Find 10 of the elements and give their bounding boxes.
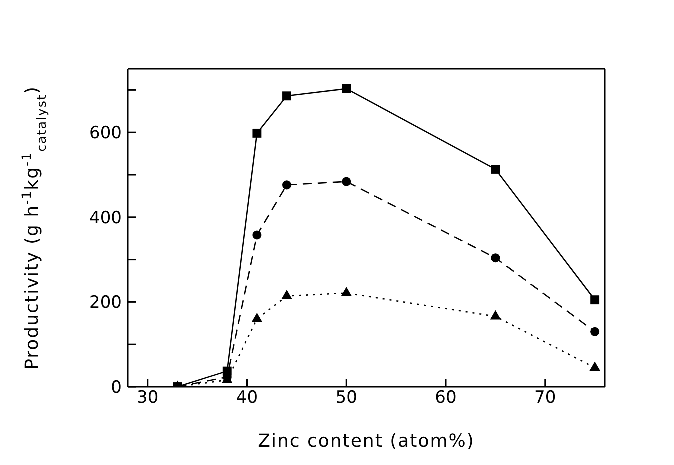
x-axis-title: Zinc content (atom%): [258, 431, 475, 452]
x-tick-label: 60: [435, 388, 457, 408]
y-tick-label: 400: [90, 208, 122, 228]
x-tick-label: 50: [336, 388, 358, 408]
x-tick-label: 30: [137, 388, 159, 408]
x-tick-label: 40: [236, 388, 258, 408]
x-tick-label: 70: [534, 388, 556, 408]
y-tick-label: 0: [111, 378, 122, 398]
y-tick-label: 200: [90, 293, 122, 314]
y-tick-label: 600: [90, 124, 122, 144]
